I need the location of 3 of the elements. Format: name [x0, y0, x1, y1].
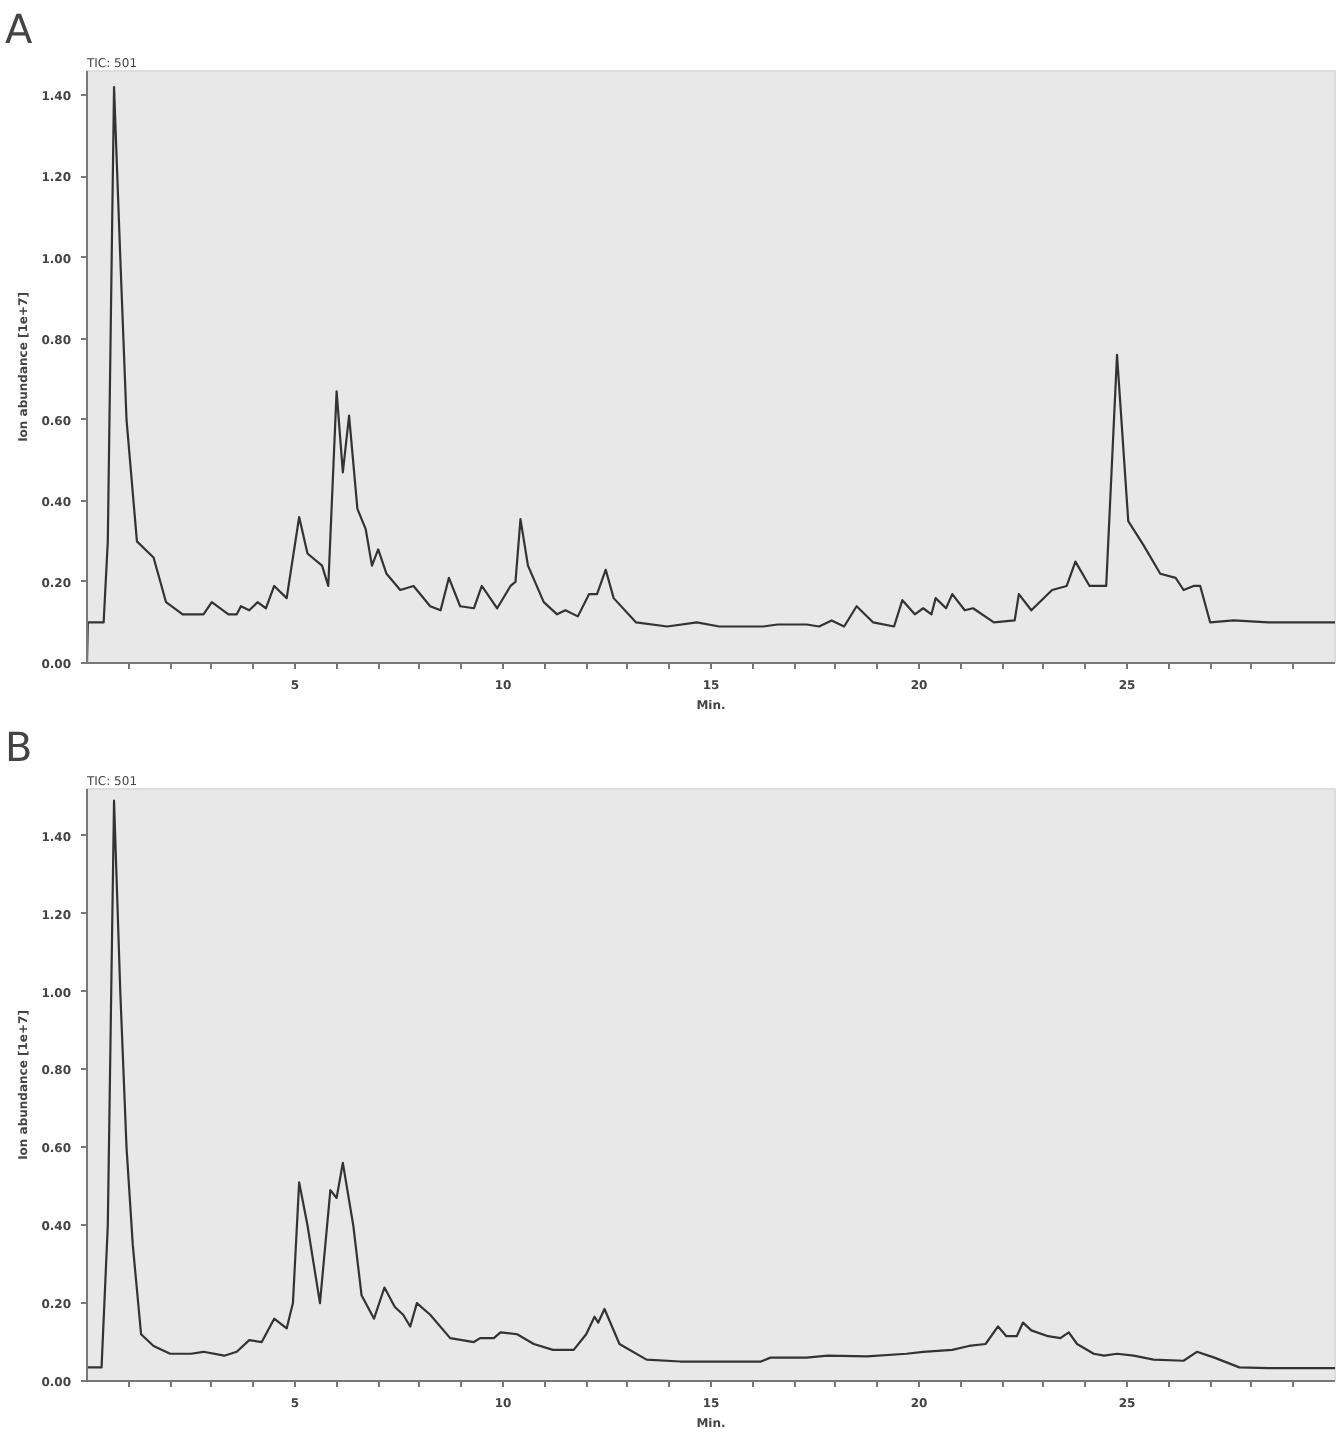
- text: B: [5, 723, 33, 771]
- text: A: [5, 5, 33, 53]
- line-series: [87, 799, 1335, 1370]
